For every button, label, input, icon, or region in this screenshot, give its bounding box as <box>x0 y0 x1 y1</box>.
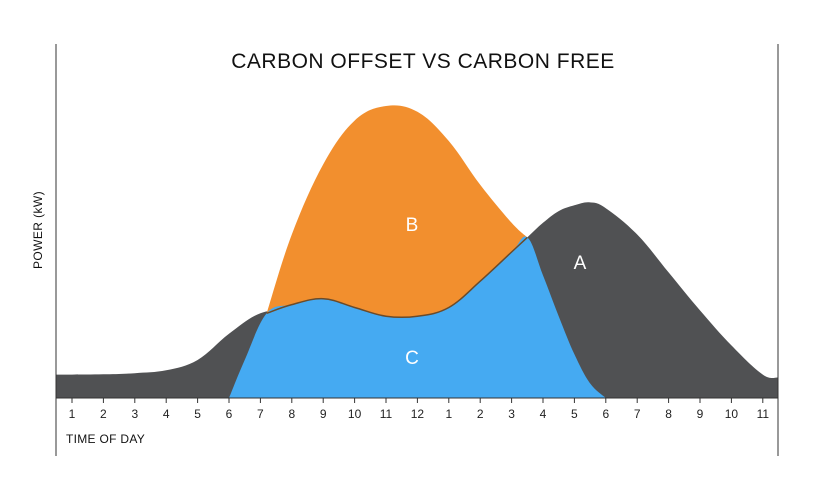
x-tick-label: 6 <box>226 407 233 421</box>
x-tick-label: 5 <box>194 407 201 421</box>
x-tick-label: 7 <box>257 407 264 421</box>
x-tick-label: 11 <box>380 407 393 421</box>
x-tick-label: 4 <box>540 407 547 421</box>
plot-area <box>56 105 779 398</box>
area-a <box>56 202 779 398</box>
x-axis-title: TIME OF DAY <box>66 432 145 446</box>
area-c <box>229 236 606 398</box>
x-tick-label: 3 <box>131 407 138 421</box>
x-tick-label: 1 <box>445 407 452 421</box>
x-tick-label: 9 <box>320 407 327 421</box>
x-tick-label: 8 <box>665 407 672 421</box>
x-tick-label: 1 <box>69 407 76 421</box>
y-axis-title: POWER (kW) <box>31 191 45 269</box>
x-tick-label: 10 <box>348 407 362 421</box>
x-tick-label: 2 <box>100 407 107 421</box>
x-tick-label: 10 <box>725 407 739 421</box>
x-tick-label: 3 <box>508 407 515 421</box>
x-tick-label: 11 <box>757 407 770 421</box>
x-tick-label: 12 <box>411 407 425 421</box>
x-tick-label: 7 <box>634 407 641 421</box>
x-tick-labels: 1 2 3 4 5 6 7 8 9 10 11 12 1 2 3 4 5 6 7 8 9 10 11 <box>69 407 770 421</box>
chart-title: CARBON OFFSET VS CARBON FREE <box>231 50 615 73</box>
x-tick-label: 9 <box>697 407 704 421</box>
boundary-line-b-c <box>266 236 528 319</box>
region-label-a: A <box>574 253 587 274</box>
x-tick-label: 6 <box>602 407 609 421</box>
x-tick-label: 5 <box>571 407 578 421</box>
area-b <box>266 105 528 318</box>
x-tick-label: 2 <box>477 407 484 421</box>
x-tick-label: 8 <box>288 407 295 421</box>
region-label-c: C <box>405 348 419 369</box>
region-label-b: B <box>406 215 419 236</box>
x-ticks <box>71 398 764 403</box>
x-tick-label: 4 <box>163 407 170 421</box>
